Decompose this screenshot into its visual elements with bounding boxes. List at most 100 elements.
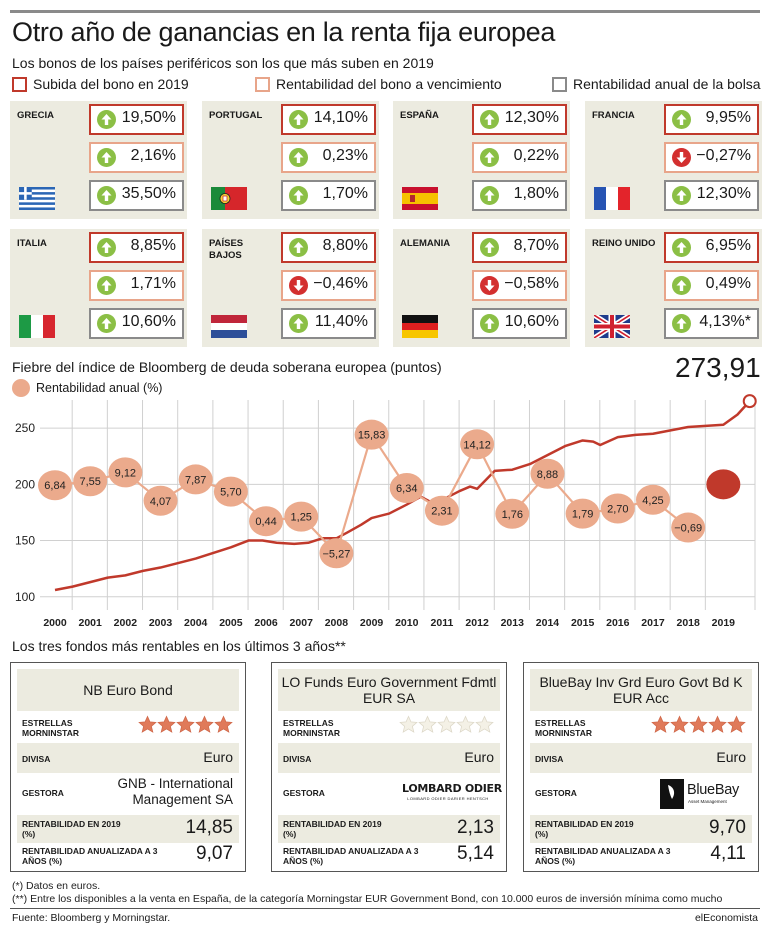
return-label: 7,55 xyxy=(79,476,100,488)
rent-3y-row: RENTABILIDAD ANUALIZADA A 3 AÑOS (%) 4,1… xyxy=(530,843,752,869)
gestora-row: GESTORA BlueBay Asset Management xyxy=(530,773,752,815)
stars-label: ESTRELLAS MORNINSTAR xyxy=(283,718,340,738)
x-tick-label: 2003 xyxy=(149,617,173,629)
rent-3y-label: RENTABILIDAD ANUALIZADA A 3 AÑOS (%) xyxy=(535,846,671,866)
footnote-1: (*) Datos en euros. xyxy=(12,880,101,892)
bond-gain-box: 8,80% xyxy=(281,232,376,263)
rent-3y-label: RENTABILIDAD ANUALIZADA A 3 AÑOS (%) xyxy=(283,846,419,866)
return-label: 1,25 xyxy=(291,512,312,524)
bluebay-logo: BlueBay Asset Management xyxy=(656,779,746,809)
bubble-legend-swatch xyxy=(12,379,30,397)
star-icon xyxy=(418,715,437,739)
return-label: 14,12 xyxy=(463,439,491,451)
logo-subtext: Asset Management xyxy=(688,799,727,804)
stars-row: ESTRELLAS MORNINSTAR xyxy=(17,713,239,743)
logo-text: LOMBARD ODIER xyxy=(402,782,502,795)
page-subtitle: Los bonos de los países periféricos son … xyxy=(12,55,434,71)
value-text: 8,70% xyxy=(513,237,559,254)
country-name: Alemania xyxy=(400,238,451,249)
y-tick-label: 100 xyxy=(15,590,35,604)
arrow-up-icon xyxy=(97,110,116,129)
fund-name: NB Euro Bond xyxy=(17,669,239,711)
bond-yield-box: −0,27% xyxy=(664,142,759,173)
return-label: 4,25 xyxy=(642,495,663,507)
value-text: −0,58% xyxy=(504,275,559,292)
rating-stars xyxy=(399,715,494,739)
return-bubble xyxy=(354,419,389,450)
star-icon xyxy=(475,715,494,739)
footer-rule xyxy=(10,908,760,909)
value-text: 2,16% xyxy=(130,147,176,164)
stock-return-box: 11,40% xyxy=(281,308,376,339)
stock-return-box: 10,60% xyxy=(89,308,184,339)
arrow-up-icon xyxy=(97,148,116,167)
bond-yield-box: 0,23% xyxy=(281,142,376,173)
bond-yield-box: 1,71% xyxy=(89,270,184,301)
stock-return-box: 1,70% xyxy=(281,180,376,211)
bond-yield-box: −0,46% xyxy=(281,270,376,301)
return-bubble xyxy=(495,498,530,529)
country-card: Países Bajos 8,80% −0,46% 11,40% xyxy=(202,229,379,347)
chart-legend: Rentabilidad anual (%) xyxy=(12,379,162,397)
logo-text: BlueBay xyxy=(687,782,739,798)
last-point-marker xyxy=(742,394,757,409)
return-bubble xyxy=(38,470,72,501)
page-title: Otro año de ganancias en la renta fija e… xyxy=(12,17,556,47)
x-tick-label: 2017 xyxy=(641,617,665,629)
bond-yield-box: 0,49% xyxy=(664,270,759,301)
country-card: Francia 9,95% −0,27% 12,30% xyxy=(585,101,762,219)
x-tick-label: 2018 xyxy=(676,617,700,629)
return-label: 4,07 xyxy=(150,496,171,508)
spain-flag xyxy=(402,187,438,210)
arrow-up-icon xyxy=(97,276,116,295)
country-name: Francia xyxy=(592,110,635,121)
stars-label: ESTRELLAS MORNINSTAR xyxy=(22,718,79,738)
x-tick-label: 2007 xyxy=(290,617,314,629)
footnote-2: (**) Entre los disponibles a la venta en… xyxy=(12,893,723,905)
value-text: 11,40% xyxy=(314,313,368,330)
arrow-up-icon xyxy=(672,276,691,295)
return-bubble xyxy=(600,493,635,524)
rent-2019-row: RENTABILIDAD EN 2019 (%) 2,13 xyxy=(278,815,500,843)
source-note: Fuente: Bloomberg y Morningstar. xyxy=(12,912,171,924)
arrow-up-icon xyxy=(289,314,308,333)
return-label: 1,76 xyxy=(502,509,523,521)
legend-swatch-salmon xyxy=(255,76,270,92)
x-tick-label: 2011 xyxy=(431,617,454,629)
return-bubble xyxy=(671,512,706,543)
bond-yield-box: 2,16% xyxy=(89,142,184,173)
bond-yield-box: −0,58% xyxy=(472,270,567,301)
greece-flag xyxy=(19,187,55,210)
legend-label: Rentabilidad del bono a vencimiento xyxy=(276,76,502,92)
france-flag xyxy=(594,187,630,210)
divisa-value: Euro xyxy=(203,749,233,765)
divisa-label: DIVISA xyxy=(283,754,312,764)
stars-row: ESTRELLAS MORNINSTAR xyxy=(530,713,752,743)
return-bubble xyxy=(389,473,424,504)
arrow-up-icon xyxy=(289,148,308,167)
rent-2019-label: RENTABILIDAD EN 2019 (%) xyxy=(535,819,634,839)
return-bubble xyxy=(319,538,354,569)
fund-card: LO Funds Euro Government Fdmtl EUR SA ES… xyxy=(271,662,507,872)
star-icon xyxy=(138,715,157,739)
star-icon xyxy=(708,715,727,739)
return-bubble xyxy=(108,457,143,488)
x-tick-label: 2006 xyxy=(254,617,278,629)
legend-item-vencimiento: Rentabilidad del bono a vencimiento xyxy=(255,76,502,92)
arrow-up-icon xyxy=(480,314,499,333)
stock-return-box: 1,80% xyxy=(472,180,567,211)
return-label: 0,44 xyxy=(255,516,276,528)
stock-return-box: 12,30% xyxy=(664,180,759,211)
arrow-up-icon xyxy=(480,148,499,167)
stars-row: ESTRELLAS MORNINSTAR xyxy=(278,713,500,743)
divisa-label: DIVISA xyxy=(22,754,51,764)
country-card: Portugal 14,10% 0,23% 1,70% xyxy=(202,101,379,219)
value-text: −0,27% xyxy=(696,147,751,164)
chart-legend-label: Rentabilidad anual (%) xyxy=(36,381,163,395)
return-label: 2,70 xyxy=(607,503,628,515)
arrow-down-icon xyxy=(289,276,308,295)
return-bubble xyxy=(530,458,565,489)
divisa-row: DIVISA Euro xyxy=(278,743,500,773)
rent-2019-label: RENTABILIDAD EN 2019 (%) xyxy=(283,819,382,839)
stars-label: ESTRELLAS MORNINSTAR xyxy=(535,718,592,738)
